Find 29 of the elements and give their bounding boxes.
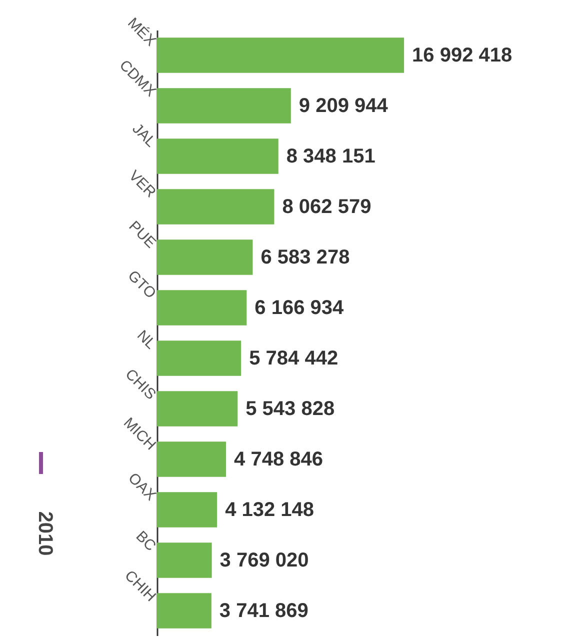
- bar: [157, 189, 274, 224]
- bar: [157, 340, 242, 376]
- y-tick-label: GTO: [124, 267, 160, 302]
- data-label: 4 748 846: [234, 448, 324, 470]
- bar: [157, 492, 218, 528]
- data-label: 3 741 869: [219, 600, 308, 622]
- bar: [157, 88, 291, 124]
- data-label: 16 992 418: [412, 44, 512, 66]
- bar: [157, 290, 247, 326]
- data-label: 6 166 934: [254, 296, 345, 319]
- data-label: 6 583 278: [260, 246, 350, 268]
- data-label: 8 348 151: [286, 145, 376, 168]
- bar: [157, 138, 278, 174]
- y-tick-label: JAL: [128, 120, 160, 151]
- bar: [157, 442, 226, 477]
- bar: [157, 542, 212, 578]
- bar: [157, 240, 253, 275]
- y-tick-label: BC: [132, 528, 160, 555]
- data-label: 4 132 148: [225, 498, 314, 521]
- y-tick-label: NL: [134, 327, 160, 353]
- data-label: 5 784 442: [249, 347, 338, 370]
- data-label: 5 543 828: [246, 398, 335, 420]
- text: 2010: [32, 511, 56, 556]
- data-label: 3 769 020: [220, 549, 309, 572]
- bar: [157, 391, 238, 426]
- bar: [157, 38, 404, 73]
- data-label: 8 062 579: [282, 196, 372, 218]
- data-label: 9 209 944: [298, 94, 389, 117]
- bar: [157, 593, 212, 628]
